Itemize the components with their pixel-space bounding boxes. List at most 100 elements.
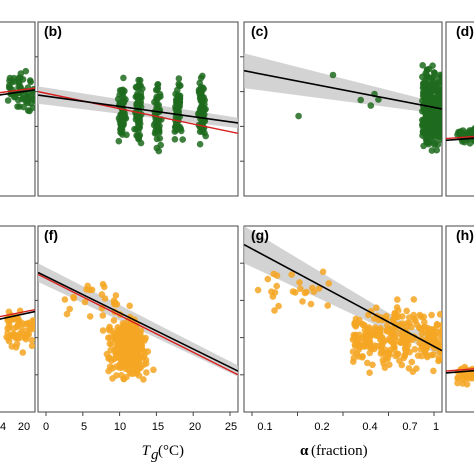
panel-label-h: (h) bbox=[456, 227, 474, 243]
data-point bbox=[431, 114, 438, 122]
panel-b bbox=[34, 21, 239, 197]
tick-left-4: 4 bbox=[0, 421, 6, 433]
data-point bbox=[373, 304, 380, 312]
data-point bbox=[417, 325, 425, 333]
data-point bbox=[155, 101, 162, 109]
panel-plot bbox=[38, 263, 238, 383]
data-point bbox=[176, 99, 184, 106]
data-point bbox=[419, 73, 426, 81]
data-point bbox=[430, 351, 437, 359]
data-point bbox=[101, 283, 108, 291]
data-point bbox=[118, 371, 125, 379]
data-point bbox=[405, 336, 413, 343]
data-point bbox=[375, 96, 382, 103]
data-point bbox=[367, 102, 375, 109]
data-point bbox=[171, 128, 179, 135]
data-point bbox=[122, 96, 129, 103]
fit-line bbox=[446, 137, 474, 142]
data-point bbox=[435, 354, 442, 361]
data-point bbox=[394, 351, 401, 358]
data-point bbox=[394, 296, 401, 303]
data-point bbox=[117, 360, 124, 368]
data-point bbox=[436, 311, 442, 318]
data-point bbox=[99, 312, 107, 319]
data-point bbox=[26, 77, 34, 84]
reference-line bbox=[0, 309, 35, 318]
data-point bbox=[403, 307, 411, 315]
tick-g-0.1: 0.1 bbox=[257, 421, 272, 433]
data-point bbox=[196, 140, 204, 148]
data-point bbox=[12, 315, 20, 323]
data-point bbox=[459, 380, 466, 387]
data-point bbox=[403, 345, 411, 353]
reference-line bbox=[446, 368, 474, 372]
data-point bbox=[143, 369, 150, 376]
data-point bbox=[31, 317, 35, 325]
tick-f-15: 15 bbox=[152, 421, 164, 433]
data-point bbox=[377, 325, 384, 332]
panel-left-top bbox=[0, 21, 36, 197]
data-point bbox=[366, 341, 374, 348]
data-point bbox=[381, 346, 389, 354]
data-point bbox=[422, 80, 430, 87]
data-point bbox=[315, 285, 323, 292]
data-point bbox=[118, 110, 126, 118]
tick-f-5: 5 bbox=[81, 421, 87, 433]
data-point bbox=[199, 105, 206, 112]
data-point bbox=[467, 128, 474, 135]
data-point bbox=[393, 313, 400, 320]
tick-left-20: 20 bbox=[18, 421, 30, 433]
xlabel-alpha-rest: (fraction) bbox=[311, 443, 368, 459]
data-point bbox=[387, 346, 394, 354]
data-point bbox=[377, 350, 385, 357]
data-point bbox=[364, 335, 372, 343]
data-point bbox=[174, 105, 182, 112]
xlabel-tg: T bbox=[142, 443, 152, 459]
data-point bbox=[433, 146, 441, 154]
data-point bbox=[14, 103, 21, 110]
data-point bbox=[436, 78, 442, 86]
data-point bbox=[120, 322, 127, 329]
data-point bbox=[106, 340, 114, 348]
panel-h bbox=[445, 225, 474, 413]
data-point bbox=[176, 82, 183, 89]
data-point bbox=[288, 271, 296, 278]
panel-d bbox=[445, 21, 474, 197]
panel-plot bbox=[244, 226, 442, 377]
data-point bbox=[112, 336, 119, 344]
data-point bbox=[120, 340, 127, 348]
data-point bbox=[61, 296, 69, 303]
data-point bbox=[289, 288, 297, 295]
data-point bbox=[437, 335, 442, 342]
data-point bbox=[114, 324, 122, 331]
panel-g bbox=[240, 225, 443, 416]
data-point bbox=[6, 74, 14, 82]
data-point bbox=[63, 310, 71, 318]
data-point bbox=[299, 298, 306, 305]
data-point bbox=[105, 325, 113, 333]
data-point bbox=[420, 142, 427, 150]
data-point bbox=[114, 346, 122, 353]
panel-f bbox=[34, 225, 239, 416]
data-point bbox=[120, 74, 127, 82]
tick-f-0: 0 bbox=[43, 421, 49, 433]
data-point bbox=[399, 313, 406, 320]
data-point bbox=[138, 342, 146, 349]
data-point bbox=[123, 131, 130, 139]
data-point bbox=[175, 93, 183, 100]
data-point bbox=[84, 282, 91, 290]
data-point bbox=[466, 140, 474, 147]
data-point bbox=[435, 128, 442, 136]
data-point bbox=[271, 307, 278, 314]
data-point bbox=[14, 322, 22, 329]
data-point bbox=[428, 147, 436, 154]
data-point bbox=[319, 268, 327, 276]
panel-label-g: (g) bbox=[251, 227, 269, 243]
data-point bbox=[156, 90, 164, 98]
data-point bbox=[324, 302, 332, 309]
data-point bbox=[122, 115, 130, 122]
data-point bbox=[422, 122, 430, 130]
data-point bbox=[22, 67, 30, 75]
data-point bbox=[154, 81, 161, 88]
data-point bbox=[435, 94, 442, 101]
